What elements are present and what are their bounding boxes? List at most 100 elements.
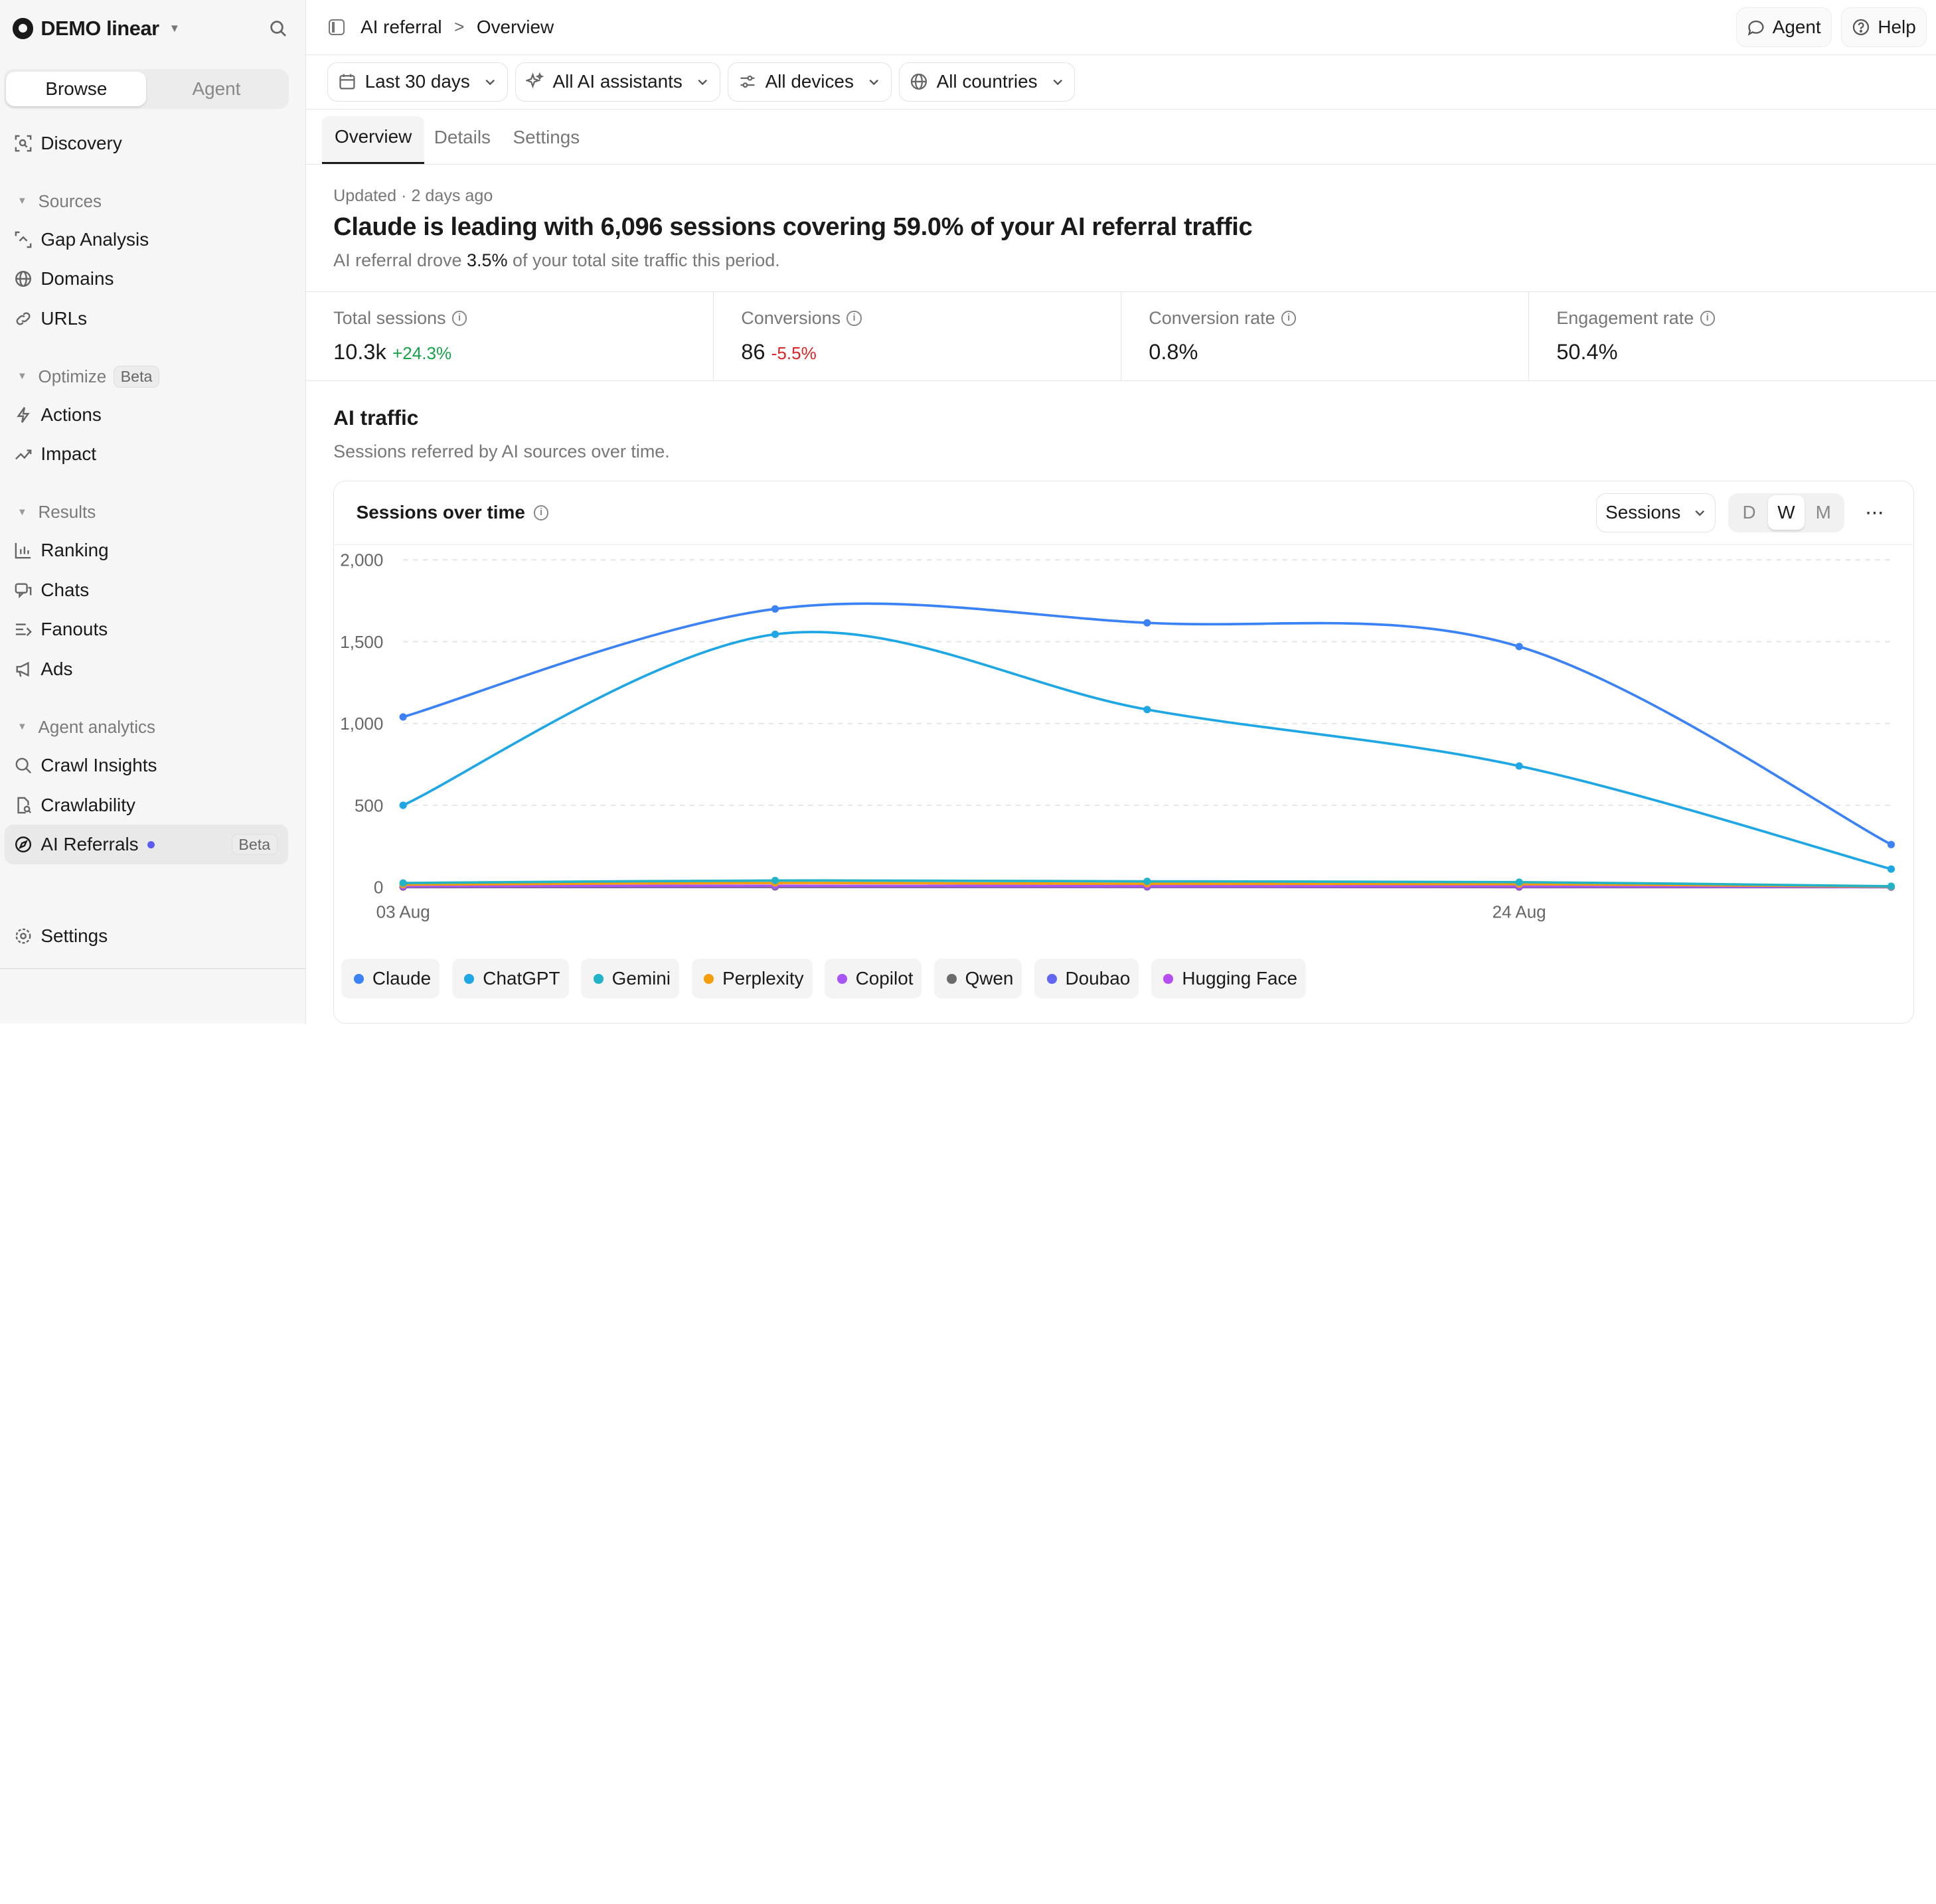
legend-swatch	[354, 974, 364, 984]
sidebar-mode-switch: Browse Agent	[4, 69, 289, 109]
chevron-down-icon	[1693, 506, 1706, 519]
granularity-week[interactable]: W	[1768, 495, 1805, 530]
chevron-down-icon	[867, 75, 880, 88]
y-tick-label: 500	[355, 796, 383, 816]
series-line-chatgpt	[403, 632, 1891, 869]
legend-swatch	[837, 974, 847, 984]
sidebar-item-fanouts[interactable]: Fanouts	[0, 610, 305, 650]
sidebar-item-discovery[interactable]: Discovery	[0, 123, 305, 163]
info-icon[interactable]: i	[847, 311, 861, 325]
legend-item-claude[interactable]: Claude	[341, 959, 440, 998]
tab-browse[interactable]: Browse	[6, 72, 146, 106]
data-point-claude	[1143, 619, 1151, 627]
gear-icon	[15, 927, 32, 945]
sidebar-toggle-icon[interactable]	[329, 19, 345, 35]
tab-agent[interactable]: Agent	[146, 72, 286, 106]
lightning-icon	[15, 406, 32, 424]
metric-value: 10.3k	[333, 340, 386, 364]
devices-filter[interactable]: All devices	[728, 62, 892, 102]
breadcrumb: AI referral > Overview	[329, 17, 554, 38]
sidebar-item-ads[interactable]: Ads	[0, 649, 305, 689]
sidebar-group-optimize[interactable]: ▼ Optimize Beta	[0, 358, 305, 395]
tab-overview[interactable]: Overview	[322, 116, 424, 164]
legend-item-chatgpt[interactable]: ChatGPT	[452, 959, 569, 998]
info-icon[interactable]: i	[1700, 311, 1715, 325]
legend-swatch	[704, 974, 714, 984]
more-options-button[interactable]: ···	[1856, 500, 1891, 525]
page-tabs: Overview Details Settings	[306, 110, 1936, 165]
data-point-chatgpt	[1143, 706, 1151, 714]
beta-badge: Beta	[232, 834, 277, 856]
sidebar-item-domains[interactable]: Domains	[0, 260, 305, 299]
breadcrumb-parent[interactable]: AI referral	[361, 17, 442, 38]
updated-separator: ·	[401, 187, 406, 205]
help-button[interactable]: Help	[1841, 7, 1926, 47]
updated-label: Updated · 2 days ago	[333, 187, 1909, 206]
new-indicator-dot	[147, 841, 155, 848]
chart-card-header: Sessions over time i Sessions D W M	[334, 481, 1913, 546]
sidebar-item-label: Ads	[40, 659, 72, 680]
tab-settings[interactable]: Settings	[501, 127, 592, 164]
sidebar-item-impact[interactable]: Impact	[0, 435, 305, 475]
data-point-gemini	[1143, 878, 1151, 885]
legend-item-qwen[interactable]: Qwen	[934, 959, 1022, 998]
metric-label: Conversions	[741, 308, 841, 329]
workspace-switcher[interactable]: DEMO linear ▼	[0, 0, 305, 57]
sidebar-group-sources[interactable]: ▼ Sources	[0, 183, 305, 220]
data-point-gemini	[771, 877, 779, 884]
sidebar-group-results[interactable]: ▼ Results	[0, 494, 305, 531]
agent-button[interactable]: Agent	[1736, 7, 1832, 47]
sidebar-item-settings[interactable]: Settings	[0, 916, 305, 956]
legend-item-perplexity[interactable]: Perplexity	[692, 959, 813, 998]
y-tick-label: 1,500	[340, 632, 383, 652]
info-icon[interactable]: i	[452, 311, 467, 325]
workspace-logo-icon	[13, 18, 34, 39]
granularity-month[interactable]: M	[1805, 495, 1842, 530]
caret-down-icon: ▼	[17, 722, 27, 732]
legend-label: Claude	[372, 968, 431, 989]
sidebar-item-crawlability[interactable]: Crawlability	[0, 785, 305, 825]
chart-title-text: Sessions over time	[357, 502, 525, 523]
countries-filter[interactable]: All countries	[899, 62, 1075, 102]
metric-label: Total sessions	[333, 308, 445, 329]
caret-down-icon: ▼	[169, 22, 181, 35]
search-icon[interactable]	[268, 19, 288, 39]
tab-details[interactable]: Details	[422, 127, 503, 164]
sliders-icon	[738, 72, 757, 91]
legend-item-hugging-face[interactable]: Hugging Face	[1151, 959, 1306, 998]
caret-down-icon: ▼	[17, 507, 27, 518]
data-point-claude	[400, 714, 407, 721]
data-point-claude	[771, 605, 779, 613]
data-point-chatgpt	[771, 631, 779, 638]
date-range-value: Last 30 days	[365, 71, 470, 92]
granularity-day[interactable]: D	[1731, 495, 1768, 530]
date-range-filter[interactable]: Last 30 days	[327, 62, 508, 102]
assistants-filter[interactable]: All AI assistants	[515, 62, 720, 102]
sidebar-item-gap-analysis[interactable]: Gap Analysis	[0, 220, 305, 260]
metric-delta: +24.3%	[392, 343, 451, 364]
updated-time: 2 days ago	[411, 187, 493, 205]
legend-item-copilot[interactable]: Copilot	[825, 959, 922, 998]
sidebar-item-actions[interactable]: Actions	[0, 395, 305, 435]
metric-select[interactable]: Sessions	[1596, 493, 1716, 533]
summary-panel: Updated · 2 days ago Claude is leading w…	[306, 165, 1936, 292]
info-icon[interactable]: i	[534, 505, 548, 520]
legend-item-gemini[interactable]: Gemini	[581, 959, 679, 998]
info-icon[interactable]: i	[1281, 311, 1296, 325]
chevron-down-icon	[696, 75, 709, 88]
legend-item-doubao[interactable]: Doubao	[1034, 959, 1139, 998]
scan-search-icon	[15, 135, 32, 152]
sidebar-item-chats[interactable]: Chats	[0, 570, 305, 610]
chart-legend: Claude ChatGPT Gemini Perplexity Copilot Qwen…	[341, 959, 1306, 998]
help-button-label: Help	[1878, 17, 1915, 38]
data-point-chatgpt	[1516, 763, 1523, 770]
sidebar-item-crawl-insights[interactable]: Crawl Insights	[0, 746, 305, 785]
sidebar-footer: Settings	[0, 916, 305, 956]
legend-label: Perplexity	[722, 968, 803, 989]
sidebar-item-ranking[interactable]: Ranking	[0, 531, 305, 571]
sidebar-item-ai-referrals[interactable]: AI Referrals Beta	[5, 825, 288, 864]
sidebar-item-urls[interactable]: URLs	[0, 299, 305, 339]
sidebar-group-agent-analytics[interactable]: ▼ Agent analytics	[0, 709, 305, 746]
